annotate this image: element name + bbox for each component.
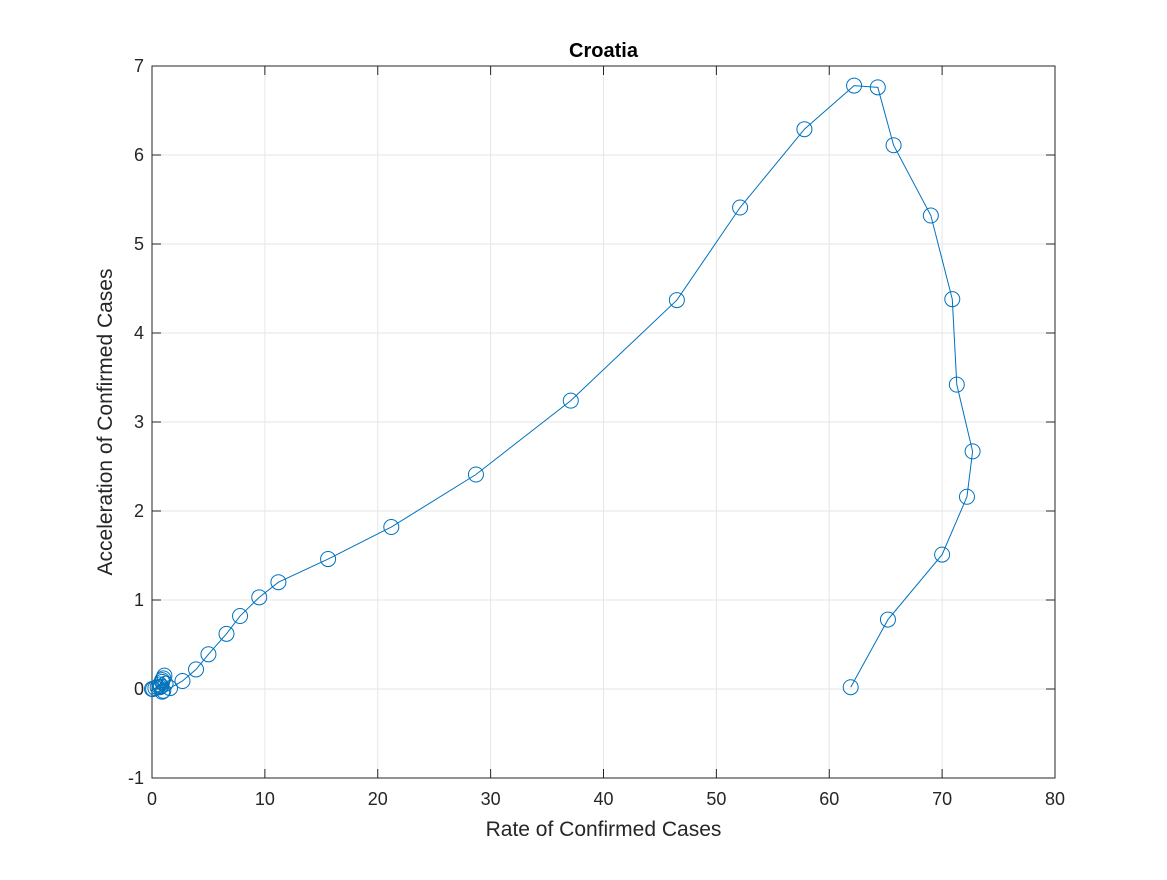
data-point [467,466,484,483]
data-point [383,519,400,536]
data-point [153,678,170,695]
data-point [188,661,205,678]
data-point [796,121,813,138]
data-point [964,443,981,460]
data-point [174,672,191,689]
series [144,77,981,700]
data-point [155,682,172,699]
data-point [154,683,171,700]
y-tick-label: 6 [134,145,144,165]
y-tick-label: 2 [134,501,144,521]
data-point [232,608,249,625]
x-tick-label: 70 [932,789,952,809]
x-tick-label: 0 [147,789,157,809]
data-point [162,680,179,697]
data-point [846,77,863,94]
axes [151,65,1056,779]
y-tick-label: 7 [134,56,144,76]
data-point [562,392,579,409]
y-tick-label: 1 [134,590,144,610]
data-point [869,79,886,96]
x-axis-label: Rate of Confirmed Cases [486,818,722,841]
data-point [885,137,902,154]
data-point [879,611,896,628]
data-point [668,292,685,309]
data-point [922,207,939,224]
y-tick-label: 4 [134,323,144,343]
x-tick-label: 30 [481,789,501,809]
x-tick-label: 60 [819,789,839,809]
data-point [958,488,975,505]
data-point [732,199,749,216]
y-tick-label: 0 [134,679,144,699]
chart-title: Croatia [569,40,639,62]
x-tick-label: 40 [593,789,613,809]
data-point [842,679,859,696]
series-line [152,85,974,693]
data-point [320,551,337,568]
data-point [200,646,217,663]
y-tick-label: -1 [128,768,144,788]
y-tick-label: 3 [134,412,144,432]
y-tick-label: 5 [134,234,144,254]
x-tick-label: 80 [1045,789,1065,809]
x-tick-label: 10 [255,789,275,809]
y-axis-label: Acceleration of Confirmed Cases [94,269,117,576]
data-point [218,625,235,642]
x-tick-label: 50 [706,789,726,809]
data-point [948,376,965,393]
data-point [157,675,174,692]
data-point [934,546,951,563]
data-point [151,679,168,696]
data-point [251,589,268,606]
data-point [944,291,961,308]
x-tick-label: 20 [368,789,388,809]
data-point [270,574,287,591]
